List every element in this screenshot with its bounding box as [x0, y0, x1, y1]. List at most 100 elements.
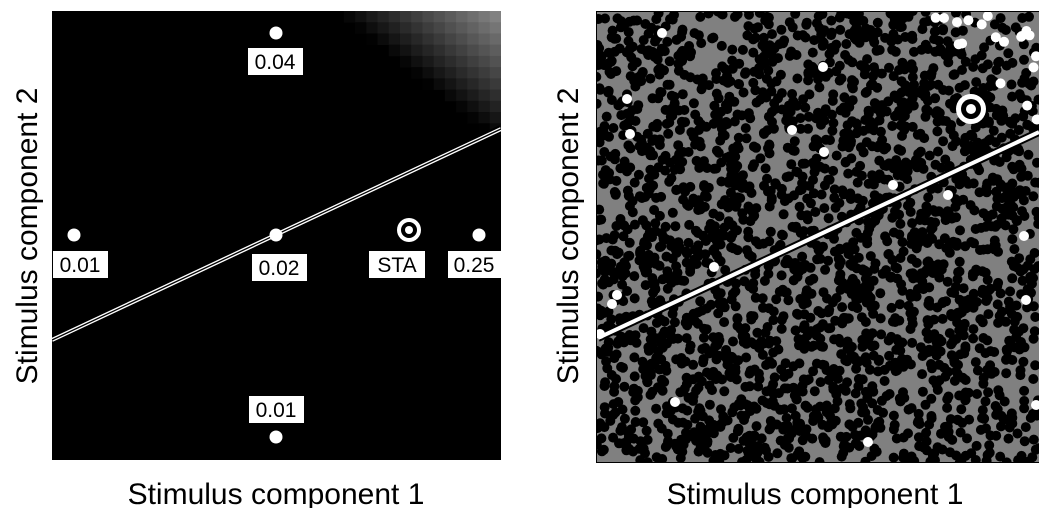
black-dot [788, 190, 799, 201]
black-dot [714, 350, 725, 361]
black-dot [727, 220, 738, 231]
black-dot [1028, 191, 1039, 202]
black-dot [835, 24, 846, 35]
black-dot [808, 366, 819, 377]
black-dot [776, 314, 787, 325]
black-dot [642, 377, 653, 388]
black-dot [998, 110, 1009, 121]
black-dot [785, 106, 796, 117]
black-dot [693, 125, 704, 135]
black-dot [801, 375, 812, 386]
black-dot [787, 258, 798, 269]
black-dot [1006, 79, 1017, 90]
black-dot [682, 405, 693, 416]
black-dot [689, 28, 700, 39]
gradient-cell [456, 78, 468, 90]
black-dot [984, 440, 995, 451]
black-dot [818, 432, 829, 443]
black-dot [660, 150, 671, 161]
black-dot [1007, 91, 1018, 102]
black-dot [788, 116, 798, 127]
black-dot [951, 11, 961, 18]
white-dot [612, 290, 622, 300]
black-dot [764, 201, 775, 212]
black-dot [609, 46, 620, 57]
black-dot [875, 140, 886, 151]
black-dot [1009, 316, 1020, 327]
black-dot [907, 121, 918, 132]
black-dot [731, 374, 742, 385]
black-dot [834, 12, 845, 23]
gradient-cell [422, 55, 435, 68]
black-dot [629, 352, 640, 363]
black-dot [887, 44, 898, 55]
black-dot [906, 59, 917, 70]
black-dot [907, 30, 918, 41]
black-dot [771, 419, 782, 430]
black-dot [810, 207, 821, 217]
black-dot [872, 405, 883, 415]
black-dot [974, 187, 985, 198]
black-dot [611, 374, 622, 384]
black-dot [1020, 422, 1031, 433]
black-dot [867, 398, 878, 409]
black-dot [906, 292, 916, 302]
gradient-cell [467, 33, 479, 46]
black-dot [948, 69, 959, 80]
black-dot [837, 302, 848, 313]
black-dot [972, 389, 982, 399]
point-label: 0.02 [259, 257, 300, 280]
white-dot [1031, 51, 1039, 62]
point-marker [269, 26, 283, 40]
black-dot [624, 201, 635, 211]
black-dot [782, 142, 793, 153]
black-dot [852, 32, 863, 43]
black-dot [891, 433, 902, 444]
black-dot [596, 40, 603, 50]
black-dot [992, 219, 1003, 230]
black-dot [950, 27, 961, 38]
black-dot [615, 163, 626, 174]
black-dot [993, 246, 1003, 257]
black-dot [655, 295, 666, 306]
black-dot [794, 201, 805, 212]
black-dot [684, 219, 695, 230]
white-dot [670, 397, 680, 407]
black-dot [700, 249, 711, 260]
black-dot [661, 440, 672, 451]
point-label: 0.25 [454, 254, 495, 277]
black-dot [685, 266, 696, 277]
black-dot [820, 264, 831, 275]
gradient-cell [489, 55, 501, 68]
black-dot [960, 450, 971, 461]
black-dot [948, 236, 959, 247]
black-dot [860, 115, 871, 125]
black-dot [956, 327, 967, 338]
black-dot [638, 443, 649, 454]
black-dot [764, 140, 775, 151]
black-dot [978, 244, 989, 255]
gradient-cell [444, 55, 457, 68]
black-dot [781, 413, 792, 423]
black-dot [920, 348, 931, 359]
black-dot [905, 197, 916, 208]
black-dot [814, 82, 825, 93]
black-dot [907, 72, 918, 83]
black-dot [637, 356, 648, 367]
black-dot [733, 425, 744, 436]
black-dot [927, 363, 937, 374]
gradient-cell [399, 55, 412, 68]
right-panel: Stimulus component 1 Stimulus component … [552, 11, 1039, 508]
black-dot [675, 387, 686, 398]
black-dot [946, 287, 957, 298]
white-dot [957, 38, 968, 49]
black-dot [667, 414, 678, 425]
black-dot [636, 44, 647, 54]
black-dot [942, 206, 953, 217]
black-dot [713, 308, 724, 319]
black-dot [680, 117, 691, 128]
black-dot [795, 227, 806, 238]
black-dot [934, 239, 945, 250]
black-dot [757, 40, 768, 51]
black-dot [684, 258, 694, 269]
